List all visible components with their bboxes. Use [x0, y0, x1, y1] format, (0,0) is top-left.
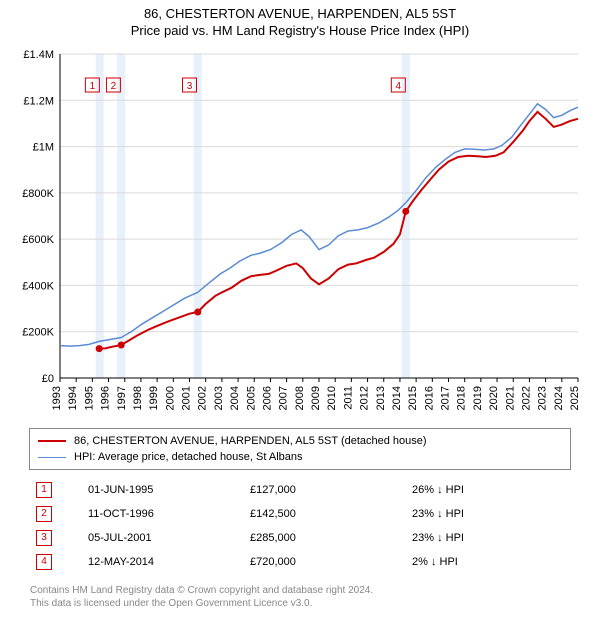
svg-text:2022: 2022: [520, 386, 532, 410]
event-date: 12-MAY-2014: [82, 550, 244, 574]
svg-text:2013: 2013: [375, 386, 387, 410]
svg-text:1999: 1999: [148, 386, 160, 410]
event-price: £127,000: [244, 478, 406, 502]
svg-text:£800K: £800K: [22, 188, 54, 200]
legend-swatch: [38, 440, 66, 442]
event-row: 3 05-JUL-2001£285,00023% ↓ HPI: [30, 526, 570, 550]
event-price: £285,000: [244, 526, 406, 550]
title-address: 86, CHESTERTON AVENUE, HARPENDEN, AL5 5S…: [0, 6, 600, 21]
svg-text:£400K: £400K: [22, 280, 54, 292]
svg-text:2002: 2002: [197, 386, 209, 410]
svg-text:2008: 2008: [294, 386, 306, 410]
chart-svg: £0 £200K £400K £600K £800K £1M £1.2M £1.4M 1993 1…: [10, 42, 590, 422]
title-subtitle: Price paid vs. HM Land Registry's House …: [0, 23, 600, 38]
svg-text:2001: 2001: [181, 386, 193, 410]
svg-text:1995: 1995: [83, 386, 95, 410]
event-index-box: 1: [36, 482, 52, 498]
event-date: 11-OCT-1996: [82, 502, 244, 526]
svg-text:£1M: £1M: [33, 142, 54, 154]
legend-row: 86, CHESTERTON AVENUE, HARPENDEN, AL5 5S…: [38, 433, 562, 449]
legend-swatch: [38, 457, 66, 458]
event-index-box: 2: [36, 506, 52, 522]
legend: 86, CHESTERTON AVENUE, HARPENDEN, AL5 5S…: [29, 428, 571, 470]
svg-text:2024: 2024: [553, 386, 565, 410]
legend-label: 86, CHESTERTON AVENUE, HARPENDEN, AL5 5S…: [74, 435, 427, 447]
titles: 86, CHESTERTON AVENUE, HARPENDEN, AL5 5S…: [0, 0, 600, 38]
svg-text:2011: 2011: [342, 386, 354, 410]
svg-text:2014: 2014: [391, 386, 403, 410]
svg-text:2016: 2016: [423, 386, 435, 410]
event-delta: 2% ↓ HPI: [406, 550, 570, 574]
legend-row: HPI: Average price, detached house, St A…: [38, 449, 562, 465]
svg-text:1997: 1997: [116, 386, 128, 410]
svg-text:£600K: £600K: [22, 234, 54, 246]
svg-text:2004: 2004: [229, 386, 241, 410]
svg-text:2005: 2005: [245, 386, 257, 410]
svg-text:2019: 2019: [472, 386, 484, 410]
svg-text:1998: 1998: [132, 386, 144, 410]
svg-text:£0: £0: [42, 373, 54, 385]
svg-text:1996: 1996: [100, 386, 112, 410]
svg-text:2021: 2021: [504, 386, 516, 410]
events-table: 1 01-JUN-1995£127,00026% ↓ HPI 2 11-OCT-199…: [30, 478, 570, 574]
footer: Contains HM Land Registry data © Crown c…: [30, 584, 570, 610]
event-row: 1 01-JUN-1995£127,00026% ↓ HPI: [30, 478, 570, 502]
footer-line-2: This data is licensed under the Open Gov…: [30, 597, 570, 610]
svg-text:2: 2: [111, 81, 117, 92]
event-price: £142,500: [244, 502, 406, 526]
event-delta: 23% ↓ HPI: [406, 502, 570, 526]
svg-text:3: 3: [187, 81, 193, 92]
event-delta: 23% ↓ HPI: [406, 526, 570, 550]
svg-text:4: 4: [396, 81, 402, 92]
svg-text:2007: 2007: [278, 386, 290, 410]
svg-text:2006: 2006: [261, 386, 273, 410]
event-date: 01-JUN-1995: [82, 478, 244, 502]
event-price: £720,000: [244, 550, 406, 574]
svg-text:£1.4M: £1.4M: [23, 49, 54, 61]
svg-text:2025: 2025: [569, 386, 581, 410]
svg-text:£1.2M: £1.2M: [23, 95, 54, 107]
event-row: 4 12-MAY-2014£720,0002% ↓ HPI: [30, 550, 570, 574]
event-index-box: 3: [36, 530, 52, 546]
page-container: 86, CHESTERTON AVENUE, HARPENDEN, AL5 5S…: [0, 0, 600, 610]
chart: £0 £200K £400K £600K £800K £1M £1.2M £1.4M 1993 1…: [10, 42, 590, 422]
svg-text:2017: 2017: [440, 386, 452, 410]
svg-text:2020: 2020: [488, 386, 500, 410]
event-date: 05-JUL-2001: [82, 526, 244, 550]
svg-text:2003: 2003: [213, 386, 225, 410]
event-index-box: 4: [36, 554, 52, 570]
legend-label: HPI: Average price, detached house, St A…: [74, 451, 303, 463]
svg-text:2012: 2012: [359, 386, 371, 410]
event-delta: 26% ↓ HPI: [406, 478, 570, 502]
svg-text:2015: 2015: [407, 386, 419, 410]
svg-text:1993: 1993: [51, 386, 63, 410]
svg-text:2023: 2023: [537, 386, 549, 410]
svg-text:2009: 2009: [310, 386, 322, 410]
svg-text:£200K: £200K: [22, 327, 54, 339]
svg-text:2018: 2018: [456, 386, 468, 410]
svg-text:1994: 1994: [67, 386, 79, 410]
event-row: 2 11-OCT-1996£142,50023% ↓ HPI: [30, 502, 570, 526]
svg-text:2010: 2010: [326, 386, 338, 410]
footer-line-1: Contains HM Land Registry data © Crown c…: [30, 584, 570, 597]
svg-text:1: 1: [90, 81, 96, 92]
svg-text:2000: 2000: [164, 386, 176, 410]
